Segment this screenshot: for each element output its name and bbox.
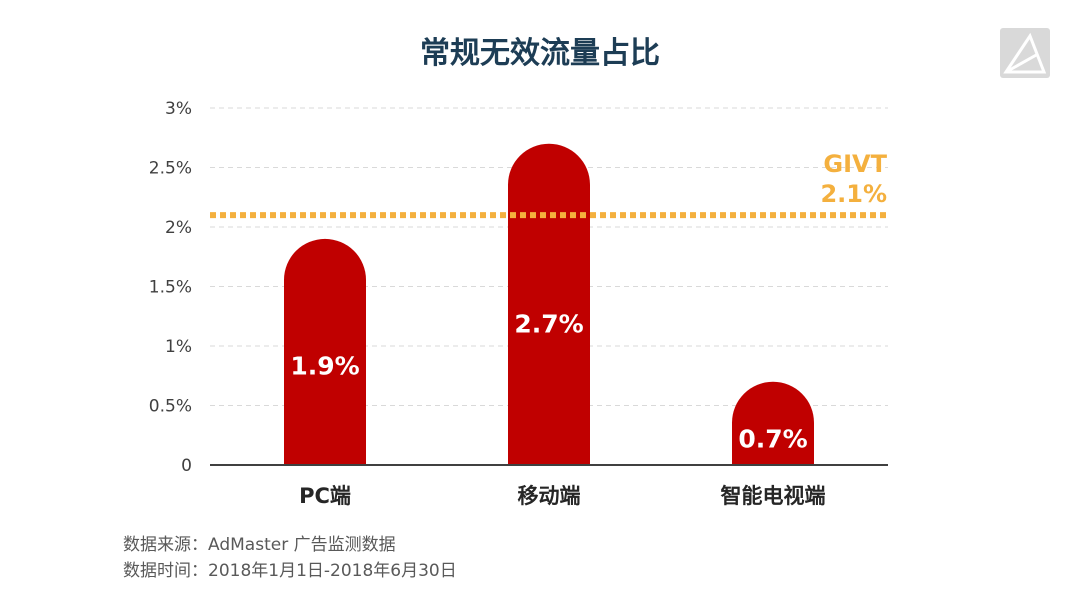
y-axis-ticks: 0 0.5% 1% 1.5% 2% 2.5% 3% [149, 99, 192, 476]
chart-title: 常规无效流量占比 [420, 36, 660, 71]
y-tick-label: 1% [165, 337, 192, 357]
data-source-text: 数据来源：AdMaster 广告监测数据 [123, 535, 396, 555]
source-note: 数据来源：AdMaster 广告监测数据 数据时间：2018年1月1日-2018… [123, 532, 457, 584]
y-tick-label: 0 [181, 456, 192, 476]
reference-line-value: 2.1% [820, 180, 887, 208]
x-axis-ticks: PC端 移动端 智能电视端 [299, 484, 825, 508]
y-tick-label: 0.5% [149, 397, 192, 417]
bar-data-label: 1.9% [290, 352, 359, 381]
y-tick-label: 1.5% [149, 278, 192, 298]
a-logo-icon [1000, 28, 1050, 78]
y-tick-label: 2.5% [149, 159, 192, 179]
bar-data-label: 0.7% [738, 424, 807, 453]
bar [284, 238, 366, 465]
reference-line-name: GIVT [823, 150, 887, 178]
x-tick-label: 智能电视端 [721, 484, 826, 508]
data-period-text: 数据时间：2018年1月1日-2018年6月30日 [123, 561, 457, 581]
y-tick-label: 3% [165, 99, 192, 119]
bar [508, 143, 590, 465]
x-tick-label: 移动端 [518, 484, 581, 508]
x-tick-label: PC端 [299, 484, 351, 508]
bar [732, 381, 814, 465]
y-tick-label: 2% [165, 218, 192, 238]
bar-data-label: 2.7% [514, 310, 583, 339]
bars: 1.9% 2.7% 0.7% [284, 143, 814, 465]
